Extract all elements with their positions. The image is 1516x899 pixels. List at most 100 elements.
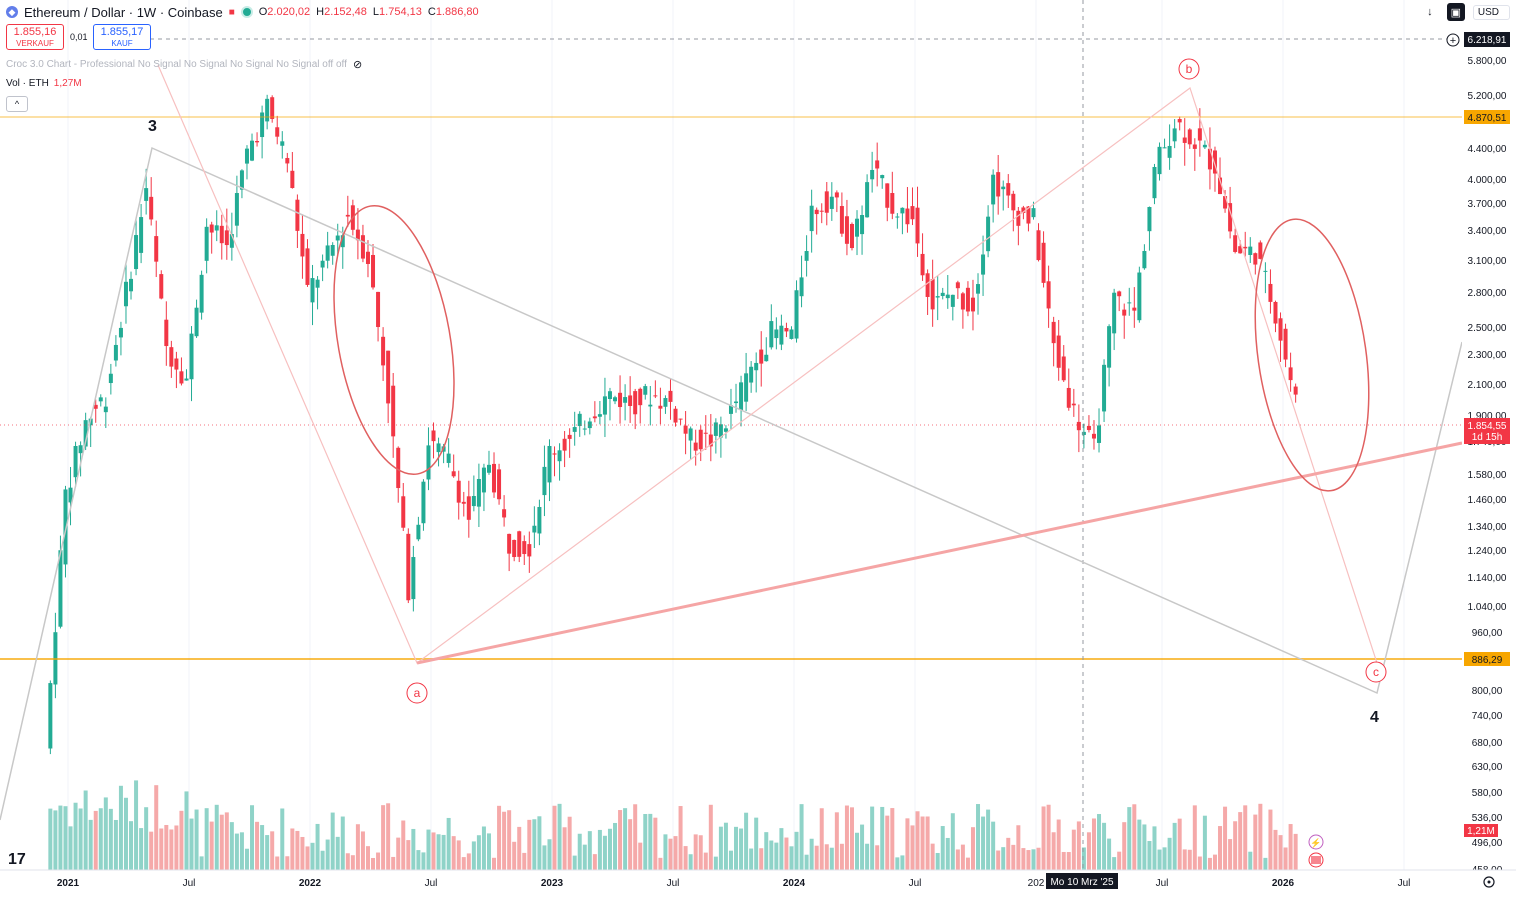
candle-body: [1132, 307, 1137, 311]
volume-bar: [940, 826, 945, 870]
candle-body: [214, 225, 219, 231]
candle-body: [1233, 235, 1238, 252]
volume-bar: [391, 856, 396, 870]
candle-body: [265, 98, 270, 122]
flag-icon[interactable]: ■: [228, 6, 235, 18]
candle-body: [421, 481, 426, 524]
volume-bar: [723, 822, 728, 870]
volume-bar: [239, 832, 244, 870]
volume-bar: [759, 848, 764, 870]
volume-bar: [628, 819, 633, 870]
symbol-header[interactable]: ◆ Ethereum / Dollar · 1W · Coinbase ■ O2…: [0, 0, 479, 24]
wave-label-a[interactable]: a: [406, 682, 428, 704]
volume-bar: [890, 808, 895, 870]
volume-bar: [532, 819, 537, 870]
volume-bar: [774, 842, 779, 870]
candle-body: [582, 428, 587, 430]
volume-bar: [648, 813, 653, 870]
collapse-legend-button[interactable]: ^: [6, 96, 28, 112]
candle-body: [179, 371, 184, 384]
candle-body: [602, 396, 607, 415]
settings-icon[interactable]: [1483, 876, 1495, 888]
volume-bar: [986, 809, 991, 870]
buy-button[interactable]: 1.855,17 KAUF: [93, 24, 151, 50]
candle-body: [129, 278, 134, 292]
volume-bar: [829, 847, 834, 870]
time-scale[interactable]: 2021 Jul 2022 Jul 2023 Jul 2024 Jul 202 Jul 2026 Ju…: [57, 878, 1411, 889]
lightning-icon[interactable]: ⚡: [1308, 834, 1324, 850]
screenshot-icon[interactable]: ▣: [1446, 3, 1465, 21]
candle-body: [144, 188, 149, 201]
currency-selector[interactable]: USD: [1472, 4, 1510, 20]
candle-body: [154, 236, 159, 262]
svg-text:Mo 10 Mrz '25: Mo 10 Mrz '25: [1050, 877, 1113, 888]
volume-bar: [1202, 815, 1207, 870]
candle-body: [562, 438, 567, 451]
volume-bar: [1107, 838, 1112, 870]
volume-bar: [68, 826, 73, 870]
download-icon[interactable]: ↓: [1427, 6, 1433, 18]
abc-correction-drawing[interactable]: [157, 64, 1378, 664]
wave-label-c[interactable]: c: [1365, 661, 1387, 683]
candle-body: [224, 230, 229, 246]
us-flag-icon[interactable]: [1308, 852, 1324, 868]
support-price-label: 886,29: [1464, 652, 1510, 666]
market-status-icon[interactable]: [240, 6, 253, 18]
candle-body: [113, 344, 118, 361]
eye-off-icon[interactable]: ⊘: [352, 59, 363, 71]
candle-body: [1223, 196, 1228, 209]
volume-bar: [592, 854, 597, 870]
volume-bar: [219, 814, 224, 870]
candle-body: [330, 244, 335, 256]
indicator-legend[interactable]: Croc 3.0 Chart - Professional No Signal …: [6, 58, 362, 71]
volume-bar: [315, 823, 320, 870]
candle-body: [834, 192, 839, 198]
volume-bar: [522, 852, 527, 870]
volume-bar: [275, 856, 280, 870]
candle-body: [431, 430, 436, 442]
highlight-ellipse-2022[interactable]: [315, 196, 473, 483]
volume-bar: [149, 831, 154, 870]
candle-body: [860, 215, 865, 235]
sell-button[interactable]: 1.855,16 VERKAUF: [6, 24, 64, 50]
volume-bar: [1207, 857, 1212, 870]
wave-label-3[interactable]: 3: [148, 118, 157, 135]
candle-body: [577, 413, 582, 427]
volume-legend[interactable]: Vol · ETH 1,27M: [6, 78, 82, 89]
highlight-ellipse-2026[interactable]: [1239, 212, 1384, 498]
symbol-title[interactable]: Ethereum / Dollar · 1W · Coinbase: [24, 4, 223, 20]
volume-bar: [360, 831, 365, 870]
candle-body: [607, 391, 612, 400]
candle-body: [305, 248, 310, 285]
add-alert-icon[interactable]: +: [1446, 33, 1460, 47]
candle-body: [365, 251, 370, 264]
volume-label: Vol · ETH: [6, 78, 49, 89]
volume-bar: [1066, 852, 1071, 870]
volume-bar: [466, 853, 471, 870]
volume-bar: [300, 836, 305, 870]
svg-text:4.870,51: 4.870,51: [1468, 113, 1507, 124]
wave-label-b[interactable]: b: [1178, 58, 1200, 80]
elliott-wave-drawing[interactable]: [0, 146, 1463, 821]
candle-body: [965, 287, 970, 312]
volume-bar: [1223, 806, 1228, 870]
time-tick-label: Jul: [667, 878, 680, 889]
wave-label-4[interactable]: 4: [1370, 709, 1379, 726]
trend-line[interactable]: [416, 441, 1463, 665]
volume-bar: [285, 856, 290, 870]
candle-body: [839, 206, 844, 234]
candle-body: [779, 325, 784, 345]
candle-body: [905, 208, 910, 225]
volume-bar: [1293, 833, 1298, 870]
candle-body: [527, 544, 532, 557]
volume-bar: [718, 826, 723, 870]
volume-bar: [426, 829, 431, 870]
candle-body: [532, 525, 537, 533]
candle-body: [764, 354, 769, 362]
candle-body: [1041, 242, 1046, 283]
candle-body: [1021, 207, 1026, 213]
candle-body: [476, 478, 481, 507]
candle-body: [849, 223, 854, 249]
